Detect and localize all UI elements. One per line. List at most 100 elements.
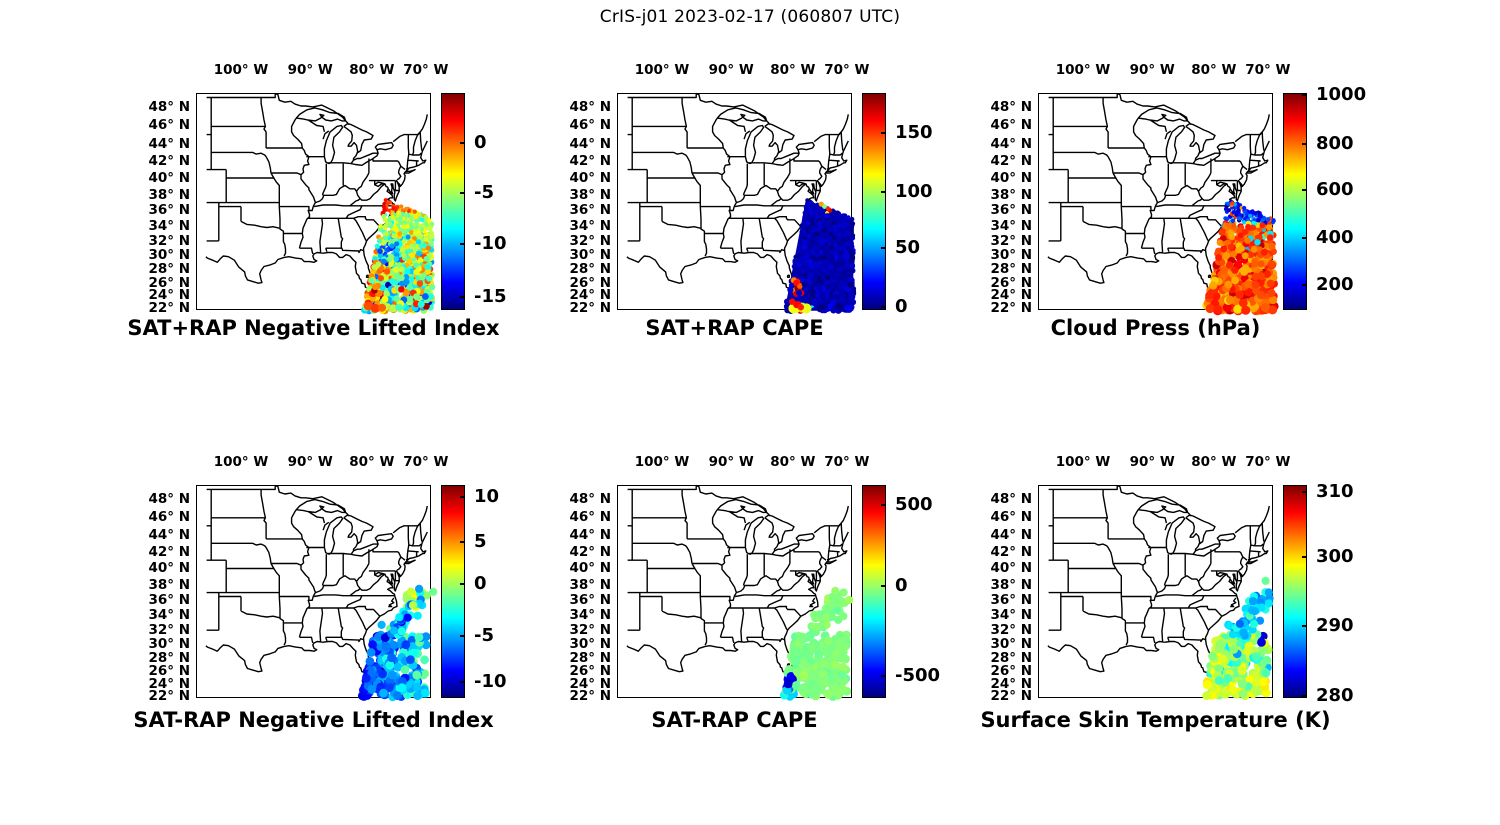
lat-tick-label: 46° N bbox=[569, 508, 611, 525]
lat-tick-label: 30° N bbox=[569, 247, 611, 264]
lat-tick-label: 44° N bbox=[569, 135, 611, 152]
panel-caption-sat_minus_rap_nli: SAT-RAP Negative Lifted Index bbox=[133, 708, 494, 732]
lat-tick-label: 36° N bbox=[148, 592, 190, 609]
colorbar-tick-label: -5 bbox=[474, 625, 494, 647]
colorbar-tick bbox=[460, 191, 465, 194]
colorbar-tick bbox=[1302, 625, 1307, 628]
colorbar-tick bbox=[881, 503, 886, 506]
lon-tick-label: 90° W bbox=[708, 454, 754, 470]
colorbar-tick bbox=[460, 295, 465, 298]
map-sat_minus_rap_cape bbox=[617, 484, 854, 701]
lat-tick-label: 42° N bbox=[990, 153, 1032, 170]
colorbar-tick bbox=[1302, 555, 1307, 558]
lat-tick-label: 46° N bbox=[148, 117, 190, 134]
lat-tick-label: 36° N bbox=[990, 592, 1032, 609]
lat-tick-label: 28° N bbox=[569, 261, 611, 278]
state-boundaries bbox=[626, 92, 849, 289]
colorbar-tick-label: -5 bbox=[474, 181, 494, 203]
lat-tick-label: 22° N bbox=[990, 299, 1032, 316]
colorbar-tick bbox=[460, 635, 465, 638]
lon-tick-label: 90° W bbox=[1129, 454, 1175, 470]
colorbar-tick-label: 200 bbox=[1316, 274, 1354, 296]
scatter-dots bbox=[783, 198, 857, 314]
lat-tick-label: 42° N bbox=[148, 543, 190, 560]
lat-tick-label: 32° N bbox=[569, 232, 611, 249]
lat-tick-label: 38° N bbox=[148, 186, 190, 203]
scatter-dots bbox=[1202, 576, 1274, 701]
lat-tick-label: 32° N bbox=[990, 622, 1032, 639]
colorbar-tick-label: 50 bbox=[895, 236, 921, 258]
lat-tick-label: 34° N bbox=[990, 607, 1032, 624]
lat-tick-label: 38° N bbox=[569, 186, 611, 203]
colorbar-tick-label: 500 bbox=[895, 493, 933, 515]
lat-tick-label: 26° N bbox=[569, 274, 611, 291]
colorbar-tick bbox=[881, 675, 886, 678]
lat-tick-label: 40° N bbox=[148, 560, 190, 577]
lon-tick-label: 70° W bbox=[403, 454, 449, 470]
lat-tick-label: 30° N bbox=[148, 636, 190, 653]
lat-tick-label: 44° N bbox=[148, 135, 190, 152]
scatter-dots bbox=[361, 198, 436, 315]
lat-tick-label: 38° N bbox=[990, 186, 1032, 203]
lon-tick-label: 90° W bbox=[287, 62, 333, 78]
colorbar-tick-label: 0 bbox=[895, 295, 908, 317]
lat-tick-label: 26° N bbox=[148, 274, 190, 291]
lat-tick-label: 24° N bbox=[569, 675, 611, 692]
colorbar bbox=[441, 93, 465, 310]
lat-tick-label: 32° N bbox=[148, 622, 190, 639]
lat-tick-label: 40° N bbox=[569, 170, 611, 187]
lon-tick-label: 100° W bbox=[1055, 62, 1111, 78]
lat-tick-label: 46° N bbox=[148, 508, 190, 525]
lon-tick-label: 70° W bbox=[403, 62, 449, 78]
lat-tick-label: 48° N bbox=[569, 490, 611, 507]
colorbar bbox=[862, 93, 886, 310]
lat-tick-label: 26° N bbox=[990, 274, 1032, 291]
lat-tick-label: 44° N bbox=[148, 526, 190, 543]
lat-tick-label: 44° N bbox=[990, 526, 1032, 543]
lat-tick-label: 26° N bbox=[569, 663, 611, 680]
lat-tick-label: 40° N bbox=[569, 560, 611, 577]
colorbar-tick bbox=[460, 141, 465, 144]
scatter-dots bbox=[357, 584, 438, 702]
lon-tick-label: 100° W bbox=[634, 454, 690, 470]
colorbar-tick-label: -15 bbox=[474, 285, 507, 307]
colorbar-tick-label: 290 bbox=[1316, 615, 1354, 637]
colorbar-tick bbox=[1302, 188, 1307, 191]
lat-tick-label: 38° N bbox=[569, 576, 611, 593]
lon-tick-label: 80° W bbox=[770, 62, 816, 78]
colorbar-tick bbox=[881, 305, 886, 308]
lat-tick-label: 24° N bbox=[990, 675, 1032, 692]
lat-tick-label: 46° N bbox=[569, 117, 611, 134]
state-boundaries bbox=[626, 484, 849, 677]
lat-tick-label: 48° N bbox=[990, 490, 1032, 507]
colorbar-tick bbox=[1302, 491, 1307, 494]
lat-tick-label: 34° N bbox=[569, 607, 611, 624]
lat-tick-label: 22° N bbox=[990, 687, 1032, 704]
lat-tick-label: 42° N bbox=[990, 543, 1032, 560]
colorbar-tick bbox=[460, 243, 465, 246]
scatter-dots bbox=[779, 586, 854, 701]
panel-caption-sat_minus_rap_cape: SAT-RAP CAPE bbox=[651, 708, 818, 732]
lat-tick-label: 40° N bbox=[148, 170, 190, 187]
lat-tick-label: 48° N bbox=[148, 98, 190, 115]
lat-tick-label: 24° N bbox=[148, 675, 190, 692]
lat-tick-label: 44° N bbox=[990, 135, 1032, 152]
lon-tick-label: 70° W bbox=[1245, 454, 1291, 470]
lat-tick-label: 40° N bbox=[990, 560, 1032, 577]
scatter-dots bbox=[1202, 199, 1279, 316]
lat-tick-label: 42° N bbox=[569, 543, 611, 560]
lon-tick-label: 100° W bbox=[1055, 454, 1111, 470]
lat-tick-label: 36° N bbox=[569, 592, 611, 609]
colorbar-tick-label: 0 bbox=[895, 574, 908, 596]
lon-tick-label: 70° W bbox=[1245, 62, 1291, 78]
colorbar-tick-label: 300 bbox=[1316, 545, 1354, 567]
lat-tick-label: 28° N bbox=[990, 649, 1032, 666]
colorbar-tick-label: -10 bbox=[474, 233, 507, 255]
lat-tick-label: 30° N bbox=[148, 247, 190, 264]
lat-tick-label: 44° N bbox=[569, 526, 611, 543]
lon-tick-label: 100° W bbox=[213, 454, 269, 470]
lat-tick-label: 38° N bbox=[148, 576, 190, 593]
lon-tick-label: 90° W bbox=[708, 62, 754, 78]
lon-tick-label: 80° W bbox=[1191, 62, 1237, 78]
